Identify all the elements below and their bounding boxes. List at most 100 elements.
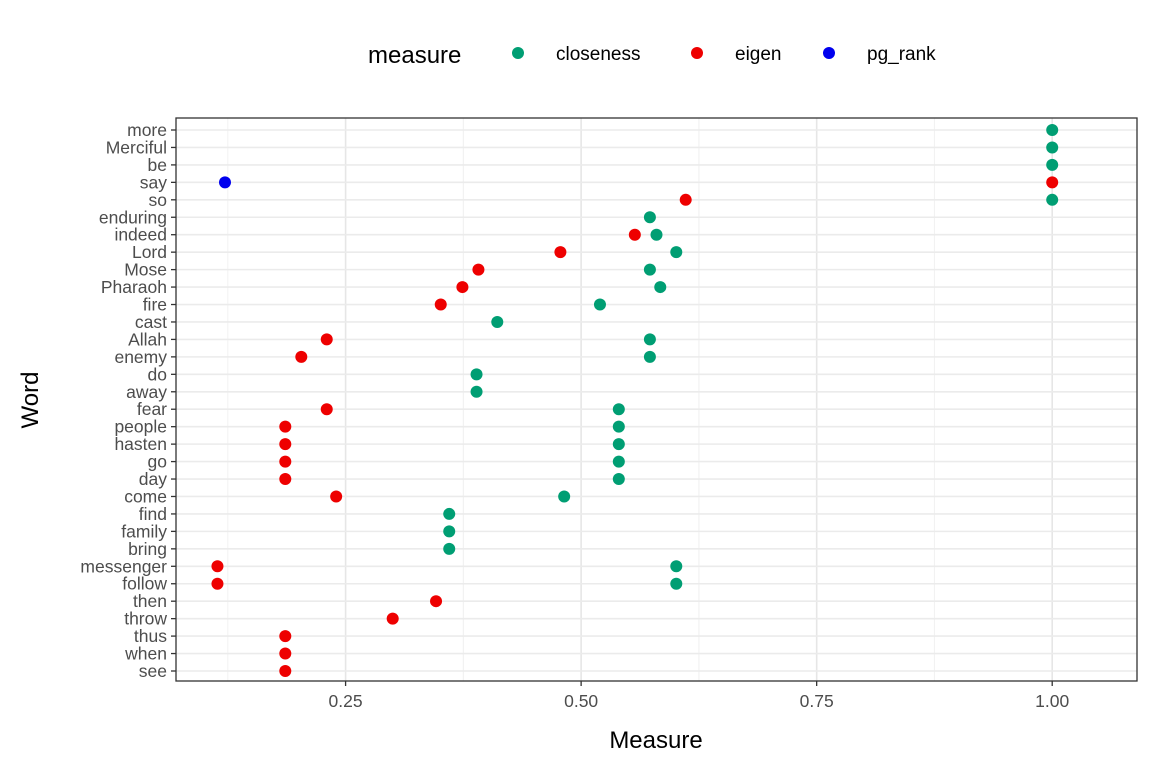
y-tick-label: messenger	[80, 556, 167, 576]
point-eigen-fire	[434, 298, 447, 311]
y-tick-label: Pharaoh	[101, 277, 167, 297]
point-closeness-enduring	[643, 211, 656, 224]
point-eigen-hasten	[279, 438, 292, 451]
panel-border	[175, 117, 1138, 682]
point-eigen-Allah	[320, 333, 333, 346]
point-closeness-day	[612, 473, 625, 486]
y-tick-label: do	[148, 364, 167, 384]
point-eigen-people	[279, 420, 292, 433]
y-tick-label: more	[127, 120, 167, 140]
y-tick-label: Merciful	[106, 137, 167, 157]
point-closeness-bring	[443, 542, 456, 555]
point-closeness-Allah	[643, 333, 656, 346]
y-tick-label: so	[149, 190, 167, 210]
x-axis: 0.25 0.50 0.75 1.00	[329, 681, 1070, 711]
data-points	[211, 124, 1059, 677]
point-closeness-indeed	[650, 228, 663, 241]
point-closeness-people	[612, 420, 625, 433]
point-eigen-Pharaoh	[456, 281, 469, 294]
point-eigen-come	[330, 490, 343, 503]
legend-title: measure	[368, 42, 461, 69]
y-tick-label: people	[114, 417, 167, 437]
point-eigen-messenger	[211, 560, 224, 573]
point-closeness-cast	[491, 315, 504, 328]
y-tick-label: say	[140, 172, 167, 192]
legend-label-eigen: eigen	[735, 44, 782, 65]
y-tick-label: go	[148, 452, 167, 472]
y-tick-label: be	[148, 155, 167, 175]
grid-minor	[227, 118, 935, 681]
point-closeness-fire	[593, 298, 606, 311]
point-closeness-Merciful	[1046, 141, 1059, 154]
point-closeness-come	[558, 490, 571, 503]
point-closeness-away	[470, 385, 483, 398]
point-eigen-fear	[320, 403, 333, 416]
y-tick-label: then	[133, 591, 167, 611]
point-closeness-more	[1046, 124, 1059, 136]
panel-background	[176, 118, 1137, 681]
plot-area	[175, 117, 1138, 682]
point-closeness-find	[443, 507, 456, 520]
point-eigen-see	[279, 665, 292, 677]
y-tick-label: away	[126, 382, 167, 402]
point-eigen-thus	[279, 630, 292, 643]
point-closeness-do	[470, 368, 483, 381]
point-closeness-go	[612, 455, 625, 468]
y-tick-label: find	[139, 504, 167, 524]
y-tick-label: indeed	[114, 225, 167, 245]
legend: measure closeness eigen pg_rank	[368, 42, 936, 69]
x-tick-label: 0.25	[329, 691, 363, 711]
point-closeness-fear	[612, 403, 625, 416]
y-tick-label: come	[124, 486, 167, 506]
y-axis-title: Word	[17, 372, 44, 429]
point-closeness-hasten	[612, 438, 625, 451]
y-tick-label: thus	[134, 626, 167, 646]
legend-key-eigen	[691, 47, 703, 59]
legend-label-pg_rank: pg_rank	[867, 44, 936, 65]
point-eigen-throw	[386, 612, 399, 625]
y-tick-label: Allah	[128, 329, 167, 349]
y-tick-label: family	[121, 521, 167, 541]
legend-key-closeness	[512, 47, 524, 59]
y-tick-label: bring	[128, 539, 167, 559]
legend-items: closeness eigen pg_rank	[512, 44, 936, 65]
point-closeness-messenger	[670, 560, 683, 573]
y-tick-label: follow	[122, 574, 167, 594]
point-eigen-so	[679, 193, 692, 206]
point-eigen-indeed	[628, 228, 641, 241]
point-eigen-when	[279, 647, 292, 660]
point-closeness-be	[1046, 158, 1059, 171]
point-closeness-so	[1046, 193, 1059, 206]
x-tick-label: 0.50	[564, 691, 598, 711]
legend-key-pg_rank	[823, 47, 835, 59]
y-tick-label: day	[139, 469, 167, 489]
point-pg_rank-say	[218, 176, 231, 189]
point-eigen-follow	[211, 577, 224, 590]
point-eigen-say	[1046, 176, 1059, 189]
legend-label-closeness: closeness	[556, 44, 641, 65]
point-closeness-Mose	[643, 263, 656, 276]
point-closeness-family	[443, 525, 456, 538]
point-closeness-follow	[670, 577, 683, 590]
y-tick-label: when	[124, 644, 167, 664]
y-tick-label: fear	[137, 399, 167, 419]
x-tick-label: 0.75	[800, 691, 834, 711]
point-eigen-enemy	[295, 350, 308, 363]
y-tick-label: enduring	[99, 207, 167, 227]
point-closeness-enemy	[643, 350, 656, 363]
y-tick-label: Lord	[132, 242, 167, 262]
point-eigen-Lord	[554, 246, 567, 259]
point-eigen-then	[430, 595, 443, 608]
point-closeness-Lord	[670, 246, 683, 259]
point-eigen-go	[279, 455, 292, 468]
point-eigen-Mose	[472, 263, 485, 276]
x-tick-label: 1.00	[1035, 691, 1069, 711]
y-tick-label: enemy	[114, 347, 167, 367]
point-closeness-Pharaoh	[654, 281, 667, 294]
x-axis-title: Measure	[609, 727, 702, 754]
y-tick-label: throw	[124, 609, 167, 629]
y-tick-label: hasten	[114, 434, 167, 454]
y-axis: moreMercifulbesaysoenduringindeedLordMos…	[80, 120, 176, 681]
y-tick-label: Mose	[124, 260, 167, 280]
